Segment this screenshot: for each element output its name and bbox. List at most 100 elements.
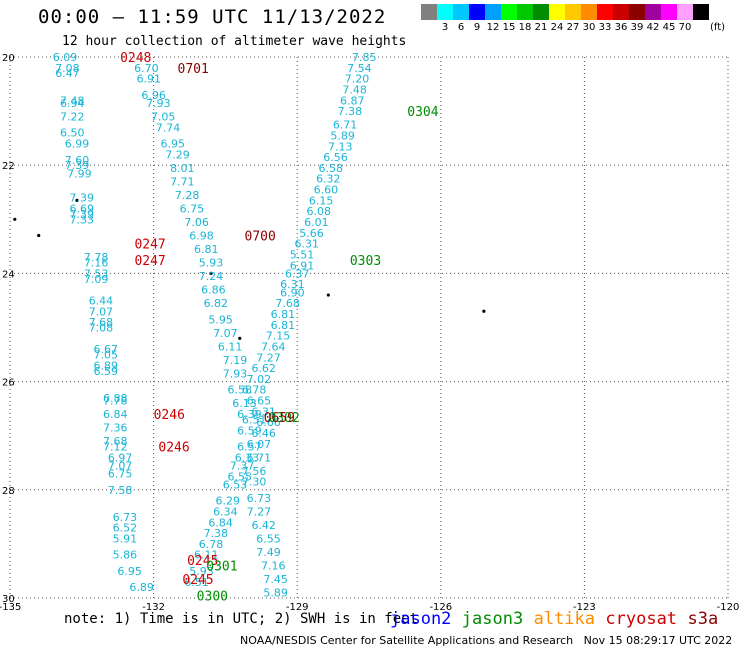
- wave-height-reading: 6.71: [247, 451, 272, 464]
- wave-height-reading: 5.93: [199, 257, 224, 270]
- wave-height-reading: 6.88: [103, 392, 128, 405]
- wave-height-reading: 7.15: [266, 330, 291, 343]
- wave-height-reading: 5.95: [208, 313, 233, 326]
- wave-height-reading: 6.51: [184, 576, 209, 589]
- wave-height-reading: 6.58: [228, 384, 253, 397]
- wave-height-reading: 7.39: [65, 159, 90, 172]
- wave-height-reading: 7.24: [199, 270, 224, 283]
- wave-height-reading: 6.78: [199, 538, 224, 551]
- wave-height-reading: 7.27: [247, 505, 272, 518]
- wave-height-reading: 6.71: [333, 119, 358, 132]
- pass-time-label: 0247: [134, 238, 165, 253]
- wave-height-reading: 6.62: [251, 362, 276, 375]
- wave-height-reading: 6.75: [180, 202, 205, 215]
- wave-height-reading: 7.30: [242, 476, 267, 489]
- wave-height-reading: 7.38: [338, 105, 363, 118]
- pass-time-label: 0701: [178, 62, 209, 77]
- wave-height-reading: 5.66: [299, 227, 324, 240]
- legend-level-label: 24: [550, 22, 564, 33]
- legend-unit: (ft): [710, 22, 726, 33]
- pass-time-label: 0245: [182, 573, 213, 588]
- pass-time-label: 0304: [407, 105, 438, 120]
- pass-time-label: 0248: [120, 51, 151, 66]
- wave-height-reading: 7.53: [84, 267, 109, 280]
- wave-height-reading: 5.51: [290, 248, 315, 261]
- wave-height-reading: 6.46: [251, 427, 276, 440]
- pass-time-label: 0245: [187, 554, 218, 569]
- wave-height-reading: 6.82: [204, 297, 229, 310]
- legend-swatch: [565, 4, 581, 20]
- color-legend: [421, 4, 709, 24]
- legend-swatch: [629, 4, 645, 20]
- satellite-name: cryosat: [605, 609, 678, 629]
- wave-height-reading: 7.08: [55, 62, 80, 75]
- footer-note: note: 1) Time is in UTC; 2) SWH is in fe…: [64, 611, 419, 627]
- wave-height-reading: 7.48: [342, 83, 367, 96]
- legend-level-label: 12: [486, 22, 500, 33]
- wave-height-reading: 6.96: [141, 89, 166, 102]
- wave-height-reading: 6.59: [237, 424, 262, 437]
- wave-height-reading: 7.99: [67, 167, 92, 180]
- pass-time-label: 0303: [350, 254, 381, 269]
- legend-swatch: [645, 4, 661, 20]
- legend-swatch: [533, 4, 549, 20]
- wave-height-reading: 6.73: [113, 511, 138, 524]
- lon-tick-label: -135: [0, 602, 21, 613]
- wave-height-reading: 7.39: [70, 208, 95, 221]
- footer-credit: NOAA/NESDIS Center for Satellite Applica…: [240, 634, 733, 647]
- wave-height-reading: 6.69: [70, 202, 95, 215]
- pass-time-label: 0246: [154, 408, 185, 423]
- lat-tick-label: 24: [2, 269, 15, 280]
- wave-height-reading: 7.48: [60, 94, 85, 107]
- pass-time-label: 0659: [264, 411, 295, 426]
- wave-height-reading: 6.51: [242, 413, 267, 426]
- wave-height-reading: 7.93: [146, 97, 171, 110]
- wave-height-reading: 7.02: [247, 373, 272, 386]
- wave-height-reading: 7.05: [93, 349, 118, 362]
- wave-height-reading: 7.38: [204, 527, 229, 540]
- pass-time-label: 0246: [158, 441, 189, 456]
- legend-swatch: [469, 4, 485, 20]
- wave-height-reading: 6.47: [55, 67, 80, 80]
- legend-swatch: [661, 4, 677, 20]
- wave-height-reading: 7.19: [223, 354, 248, 367]
- wave-height-reading: 7.05: [151, 111, 176, 124]
- wave-height-reading: 7.56: [242, 465, 267, 478]
- wave-height-reading: 6.50: [60, 127, 85, 140]
- wave-height-reading: 6.37: [285, 267, 310, 280]
- satellite-name: jason3: [461, 609, 524, 629]
- wave-height-reading: 7.39: [70, 192, 95, 205]
- legend-swatch: [421, 4, 437, 20]
- wave-height-reading: 6.57: [237, 441, 262, 454]
- chart-title: 00:00 – 11:59 UTC 11/13/2022: [38, 6, 387, 28]
- wave-height-reading: 6.53: [223, 478, 248, 491]
- wave-height-reading: 6.31: [295, 238, 320, 251]
- legend-level-label: 70: [678, 22, 692, 33]
- wave-height-reading: 7.07: [108, 459, 133, 472]
- wave-height-reading: 7.68: [89, 316, 114, 329]
- chart-subtitle: 12 hour collection of altimeter wave hei…: [62, 34, 407, 49]
- pass-time-label: 0300: [197, 589, 228, 604]
- wave-height-reading: 6.81: [271, 319, 296, 332]
- color-legend-labels: 3 6 9 12 15 18 21 24 27 30 33 36 39 42 45 70: [421, 22, 709, 33]
- legend-level-label: 36: [614, 22, 628, 33]
- wave-height-reading: 6.32: [316, 173, 341, 186]
- pass-time-label: 0247: [134, 254, 165, 269]
- pass-time-label: 0302: [268, 411, 299, 426]
- wave-height-reading: 6.52: [113, 522, 138, 535]
- wave-height-reading: 7.78: [84, 251, 109, 264]
- pass-time-label: 0301: [206, 560, 237, 575]
- wave-height-reading: 7.68: [275, 297, 300, 310]
- lat-tick-label: 26: [2, 378, 15, 389]
- island-marker: [75, 198, 79, 202]
- legend-swatch: [437, 4, 453, 20]
- wave-height-reading: 7.29: [165, 148, 190, 161]
- island-marker: [326, 293, 330, 297]
- wave-height-reading: 7.64: [261, 340, 286, 353]
- wave-height-reading: 7.93: [223, 367, 248, 380]
- wave-height-reading: 6.67: [93, 343, 118, 356]
- wave-height-reading: 6.95: [117, 565, 142, 578]
- wave-height-reading: 5.86: [113, 549, 138, 562]
- wave-height-reading: 6.81: [271, 308, 296, 321]
- wave-height-reading: 6.84: [208, 516, 233, 529]
